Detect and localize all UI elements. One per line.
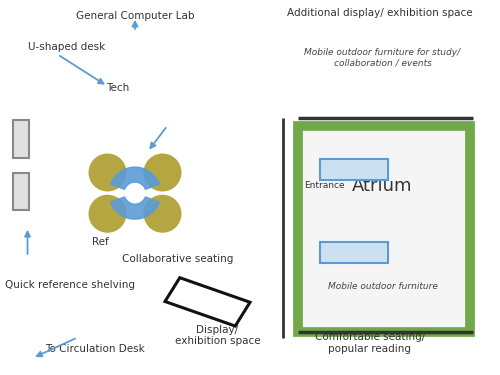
- Text: Additional display/ exhibition space: Additional display/ exhibition space: [287, 8, 473, 18]
- Ellipse shape: [144, 153, 182, 192]
- Text: Comfortable seating/
popular reading: Comfortable seating/ popular reading: [315, 332, 425, 354]
- Polygon shape: [110, 197, 160, 219]
- Bar: [12, 172, 28, 210]
- Text: Mobile outdoor furniture for study/
collaboration / events: Mobile outdoor furniture for study/ coll…: [304, 48, 460, 68]
- Ellipse shape: [88, 195, 126, 233]
- Text: To Circulation Desk: To Circulation Desk: [45, 344, 145, 354]
- Ellipse shape: [144, 195, 182, 233]
- Text: General Computer Lab: General Computer Lab: [76, 10, 194, 21]
- Bar: [320, 242, 388, 262]
- Text: U-shaped desk: U-shaped desk: [28, 42, 105, 52]
- Bar: [298, 126, 470, 332]
- Text: Quick reference shelving: Quick reference shelving: [5, 280, 135, 290]
- Bar: [12, 120, 28, 158]
- Text: Tech: Tech: [106, 83, 129, 93]
- Polygon shape: [165, 278, 250, 326]
- Text: Entrance: Entrance: [304, 181, 344, 190]
- Polygon shape: [110, 167, 160, 189]
- Bar: [320, 159, 388, 180]
- Ellipse shape: [88, 153, 126, 192]
- Text: Mobile outdoor furniture: Mobile outdoor furniture: [328, 282, 438, 291]
- Text: Atrium: Atrium: [352, 177, 413, 195]
- Text: Display/
exhibition space: Display/ exhibition space: [174, 325, 260, 346]
- Text: Collaborative seating: Collaborative seating: [122, 254, 233, 264]
- Text: Ref: Ref: [92, 237, 108, 247]
